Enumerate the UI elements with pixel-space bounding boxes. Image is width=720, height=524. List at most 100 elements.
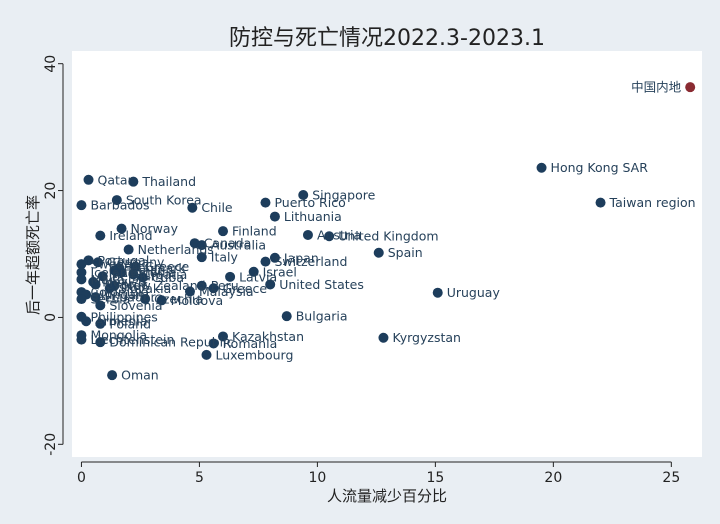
x-tick-label: 20: [544, 470, 562, 486]
point-label: Canada: [204, 236, 252, 251]
point-label: Cyprus: [105, 277, 149, 292]
data-point: [95, 337, 106, 348]
point-label: France: [123, 263, 165, 278]
y-tick-label: 20: [43, 182, 59, 200]
data-point: [196, 280, 207, 291]
point-label: Sweden: [90, 257, 139, 272]
point-label: New Zealand: [123, 278, 205, 293]
point-label: Belgium: [112, 269, 163, 284]
point-label: Ireland: [109, 228, 152, 243]
data-point: [123, 244, 134, 255]
x-axis-label: 人流量减少百分比: [327, 487, 447, 505]
data-point: [201, 349, 212, 360]
chart-title: 防控与死亡情况2022.3-2023.1: [229, 26, 545, 51]
point-label: Iceland: [90, 265, 135, 280]
data-point: [95, 318, 106, 329]
point-label: Switzerland: [274, 254, 347, 269]
x-tick-label: 0: [77, 470, 86, 486]
point-label: Finland: [232, 224, 277, 239]
point-label: Germany: [107, 255, 165, 270]
data-point: [595, 197, 606, 208]
axes: 0 5 10 15 20 25 -20 0 20 40: [43, 55, 680, 486]
point-label: Luxembourg: [215, 347, 293, 362]
data-point: [225, 271, 236, 282]
y-tick-label: 40: [43, 55, 59, 73]
data-point: [137, 272, 148, 283]
data-point: [432, 287, 443, 298]
point-label: Poland: [109, 316, 151, 331]
data-point: [81, 316, 92, 327]
data-points: [76, 82, 696, 381]
point-label: Taiwan region: [609, 195, 696, 210]
y-tick-label: -20: [43, 433, 59, 456]
data-point: [260, 197, 271, 208]
data-point: [128, 176, 139, 187]
point-label: Moldova: [171, 293, 224, 308]
data-point: [208, 338, 219, 349]
point-label: Hungary: [95, 287, 149, 302]
data-point: [128, 269, 139, 280]
data-point: [156, 295, 167, 306]
point-labels: 中国内地 Hong Kong SAR Taiwan region Qatar Thail…: [90, 80, 695, 383]
point-label: Hong Kong SAR: [551, 160, 649, 175]
data-point: [116, 267, 127, 278]
point-label: Chile: [201, 200, 233, 215]
data-point: [685, 82, 696, 93]
point-label: Estonia: [131, 265, 177, 280]
data-point: [76, 200, 87, 211]
data-point: [184, 286, 195, 297]
point-label: Puerto Rico: [274, 195, 345, 210]
point-label: Portugal: [98, 253, 150, 268]
point-label: United States: [279, 277, 364, 292]
point-label: Bulgaria: [296, 309, 348, 324]
point-label: Norway: [131, 221, 179, 236]
point-label: Israel: [263, 264, 297, 279]
point-label: Latvia: [239, 269, 277, 284]
data-point: [140, 294, 151, 305]
data-point: [76, 274, 87, 285]
x-tick-label: 10: [308, 470, 326, 486]
point-label: Cuba: [152, 270, 184, 285]
point-label: Uruguay: [447, 285, 501, 300]
data-point: [302, 229, 313, 240]
point-label: Denmark: [128, 260, 186, 275]
data-point: [97, 271, 108, 282]
point-label: Singapore: [312, 188, 375, 203]
point-label: Australia: [211, 238, 266, 253]
plot-area: [72, 51, 702, 457]
data-point: [373, 247, 384, 258]
data-point: [95, 230, 106, 241]
point-label: Serbia: [90, 292, 130, 307]
point-label: 中国内地: [631, 80, 682, 95]
point-label: Liechtenstein: [90, 332, 174, 347]
point-label: Czechia: [154, 292, 203, 307]
point-label: Romania: [223, 336, 278, 351]
data-point: [218, 226, 229, 237]
point-label: Greece: [145, 259, 190, 274]
data-point: [111, 195, 122, 206]
point-label: Dominican Republic: [109, 335, 233, 350]
data-point: [218, 331, 229, 342]
y-tick-label: 0: [43, 313, 59, 322]
y-axis-label: 后一年超额死亡率: [24, 195, 42, 315]
point-label: Qatar: [98, 172, 134, 187]
point-label: Mexico: [102, 274, 146, 289]
point-label: Greece: [223, 281, 268, 296]
data-point: [196, 252, 207, 263]
point-label: United Kingdom: [338, 229, 438, 244]
data-point: [208, 283, 219, 294]
point-label: Netherlands: [138, 242, 214, 257]
data-point: [92, 257, 103, 268]
point-label: Austria: [317, 227, 361, 242]
data-point: [196, 240, 207, 251]
x-tick-label: 5: [195, 470, 204, 486]
data-point: [378, 332, 389, 343]
data-point: [187, 202, 198, 213]
point-label: Barbados: [90, 198, 149, 213]
data-point: [76, 267, 87, 278]
point-label: Mongolia: [90, 328, 147, 343]
x-tick-label: 15: [426, 470, 444, 486]
point-label: Malta: [90, 272, 124, 287]
point-label: Japan: [283, 250, 319, 265]
point-label: Kyrgyzstan: [392, 330, 461, 345]
